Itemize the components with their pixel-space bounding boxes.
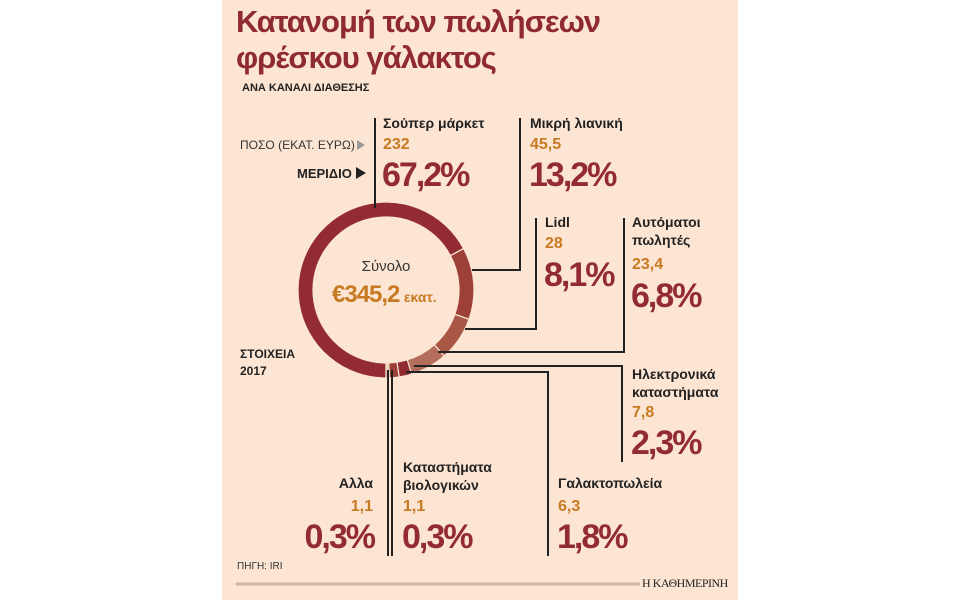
donut-slice-2 [433, 313, 470, 357]
share-organic: 0,3% [402, 518, 473, 556]
leader-line-lidl [465, 218, 537, 330]
legend-share: ΜΕΡΙΔΙΟ [297, 166, 352, 181]
chart-title-line2: φρέσκου γάλακτος [236, 40, 497, 75]
share-lidl: 8,1% [544, 256, 615, 294]
center-total: €345,2 εκατ. [332, 281, 437, 309]
amount-lidl: 28 [545, 235, 563, 252]
share-supermarket: 67,2% [382, 156, 470, 194]
label-electronic: Ηλεκτρονικά καταστήματα [632, 366, 719, 400]
label-lidl: Lidl [545, 214, 570, 230]
amount-other: 1,1 [350, 498, 373, 515]
share-small-retail: 13,2% [529, 156, 617, 194]
label-vending: Αυτόματοι πωλητές [632, 214, 701, 248]
chart-subtitle: ΑΝΑ ΚΑΝΑΛΙ ΔΙΑΘΕΣΗΣ [242, 82, 370, 94]
donut-slice-5 [388, 361, 400, 379]
leader-line-small-retail [472, 118, 521, 271]
label-supermarket: Σούπερ μάρκετ [383, 115, 485, 131]
share-arrow-icon [356, 167, 366, 179]
leader-lines [374, 118, 625, 556]
amount-organic: 1,1 [403, 498, 426, 515]
amount-vending: 23,4 [632, 256, 664, 273]
amount-small-retail: 45,5 [530, 136, 562, 153]
leader-line-electronic [414, 365, 623, 462]
share-vending: 6,8% [631, 277, 702, 315]
amount-supermarket: 232 [383, 136, 410, 153]
leader-line-dairy [406, 371, 549, 556]
center-value: €345,2 [332, 281, 400, 308]
center-label: Σύνολο [361, 258, 411, 275]
label-small-retail: Μικρή λιανική [530, 115, 623, 131]
amount-dairy: 6,3 [558, 498, 581, 515]
amount-arrow-icon [357, 140, 365, 150]
share-dairy: 1,8% [557, 518, 628, 556]
leader-line-vending [438, 218, 625, 353]
label-organic: Καταστήματα βιολογικών [403, 459, 492, 493]
label-other: Αλλα [338, 475, 373, 491]
center-unit: εκατ. [403, 289, 437, 305]
legend-amount: ΠΟΣΟ (ΕΚΑΤ. ΕΥΡΩ) [240, 138, 355, 152]
donut-slice-3 [406, 343, 446, 375]
source-note: ΠΗΓΗ: IRI [237, 561, 283, 572]
share-electronic: 2,3% [631, 424, 702, 462]
label-dairy: Γαλακτοπωλεία [558, 475, 663, 491]
chart-title-line1: Κατανομή των πωλήσεων [236, 4, 601, 39]
data-note: ΣΤΟΙΧΕΙΑ 2017 [240, 347, 295, 378]
amount-electronic: 7,8 [632, 404, 655, 421]
share-other: 0,3% [304, 518, 377, 556]
donut-slice-1 [449, 247, 475, 321]
brand-logo: Η ΚΑΘΗΜΕΡΙΝΗ [642, 576, 728, 590]
